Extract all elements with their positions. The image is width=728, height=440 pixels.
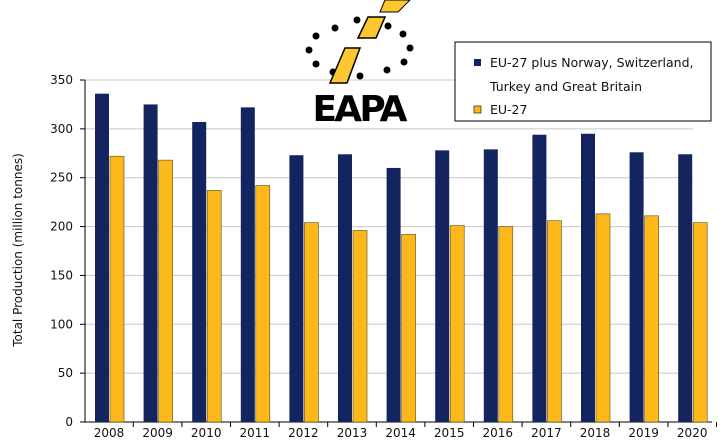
logo-text: EAPA [313, 89, 408, 130]
bar-eu27 [401, 234, 416, 423]
y-tick-label: 200 [50, 220, 73, 234]
x-tick-label: 2016 [483, 426, 514, 440]
x-tick-label: 2015 [434, 426, 465, 440]
bar-eu27-plus [581, 133, 595, 422]
bar-eu27 [692, 222, 708, 423]
bar-eu27 [255, 185, 271, 423]
road-stripes-icon [328, 0, 411, 84]
bar-eu27-plus [678, 154, 693, 422]
bar-eu27-plus [95, 93, 109, 423]
x-tick-label: 2010 [191, 426, 222, 440]
legend-label-1-line-1: EU-27 plus Norway, Switzerland, [490, 55, 694, 70]
bar-eu27-plus [289, 155, 304, 423]
bar-eu27-plus [338, 154, 352, 422]
bar-eu27-plus [240, 107, 255, 423]
x-tick-label: 2012 [288, 426, 319, 440]
bar-eu27 [158, 159, 173, 423]
y-tick-label: 150 [50, 268, 73, 282]
bar-eu27-plus [483, 149, 498, 422]
y-tick-label: 350 [50, 73, 73, 87]
bar-eu27-plus [629, 152, 644, 422]
y-tick-label: 250 [50, 171, 73, 185]
y-tick-label: 300 [50, 122, 73, 136]
bar-eu27 [304, 222, 319, 423]
bar-eu27-plus [386, 167, 401, 422]
x-tick-label: 2009 [142, 426, 173, 440]
legend-box [454, 41, 712, 122]
legend-label-1-line-2: Turkey and Great Britain [489, 79, 642, 94]
x-tick-label: 2011 [240, 426, 271, 440]
x-tick-label: 2017 [531, 426, 562, 440]
y-tick-label: 0 [65, 415, 73, 429]
bar-eu27-plus [143, 104, 158, 422]
bar-eu27-plus [192, 122, 207, 422]
bar-eu27 [206, 190, 222, 423]
x-tick-label: 2014 [385, 426, 416, 440]
eapa-logo: EAPA [305, 0, 414, 130]
legend-swatch-2 [473, 105, 482, 114]
bar-eu27 [449, 225, 465, 423]
y-tick-label: 50 [58, 366, 73, 380]
bar-eu27 [595, 213, 611, 423]
legend-label-2: EU-27 [490, 102, 527, 117]
y-tick-label: 100 [50, 317, 73, 331]
bar-eu27 [644, 215, 659, 423]
bar-eu27 [547, 220, 562, 423]
bars [95, 93, 708, 423]
bar-eu27 [498, 226, 514, 423]
x-tick-label: 2008 [94, 426, 125, 440]
x-tick-label: 2019 [628, 426, 659, 440]
bar-eu27-plus [532, 134, 547, 422]
tick-labels: 0 50 100 150 200 250 300 350 2008 2009 2010 2011 201… [50, 73, 707, 440]
y-axis-label: Total Production (million tonnes) [11, 153, 25, 348]
bar-eu27 [109, 155, 125, 423]
x-tick-label: 2020 [677, 426, 708, 440]
x-tick-label: 2018 [580, 426, 611, 440]
bar-eu27-plus [435, 150, 450, 422]
bar-eu27 [352, 230, 368, 423]
legend-swatch-1 [474, 59, 481, 66]
legend: EU-27 plus Norway, Switzerland, Turkey a… [454, 41, 712, 122]
x-tick-label: 2013 [337, 426, 368, 440]
